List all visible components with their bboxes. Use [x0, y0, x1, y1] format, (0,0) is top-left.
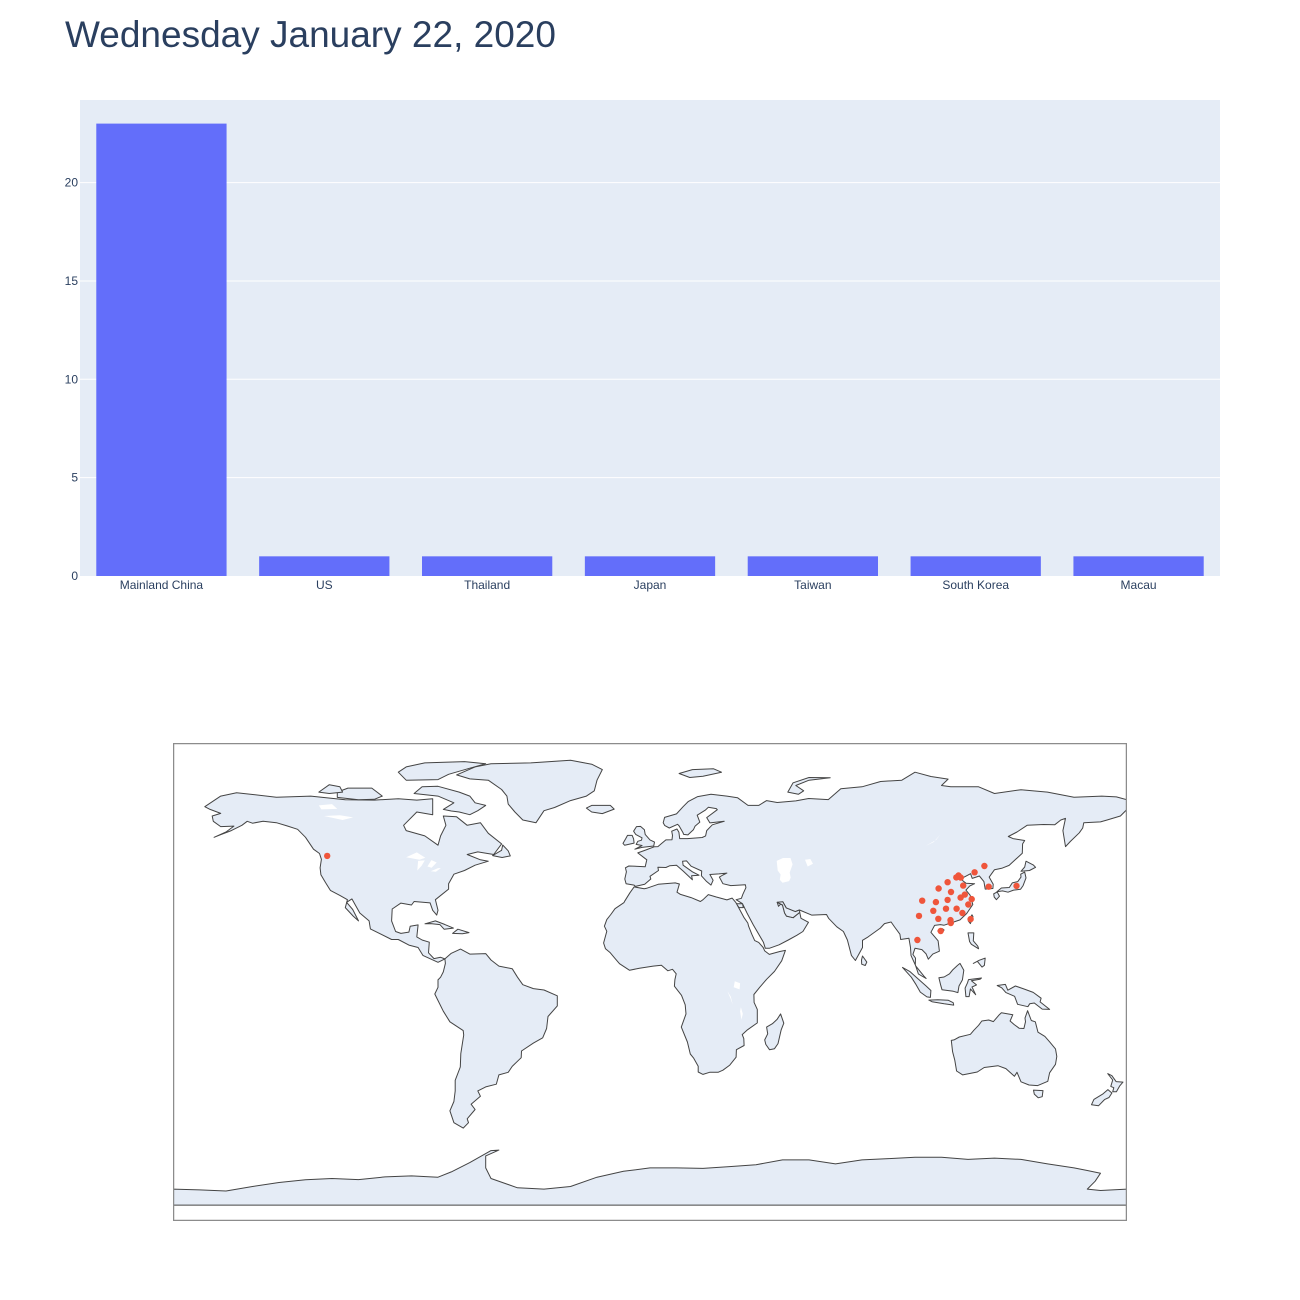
marker-layer: [324, 852, 1020, 944]
case-marker: [935, 885, 942, 892]
lake: [427, 860, 437, 868]
land-australia: [950, 1010, 1058, 1087]
bar-thailand: [422, 556, 553, 576]
case-marker: [942, 905, 950, 912]
land-iceland: [585, 804, 615, 815]
land-great-britain: [633, 825, 655, 850]
land-mindanao: [972, 957, 986, 968]
land-new-zealand-north: [1107, 1073, 1124, 1093]
x-tick-label: Taiwan: [794, 578, 831, 592]
land-svalbard: [678, 768, 722, 778]
land-baffin-island: [413, 785, 487, 816]
lake: [430, 868, 441, 872]
bar-mainland-china: [96, 123, 227, 576]
case-marker: [981, 862, 988, 870]
land-layer: [173, 759, 1127, 1206]
lake: [417, 860, 425, 871]
y-tick-label: 15: [65, 274, 79, 288]
lake: [776, 858, 793, 883]
land-south-america: [434, 948, 558, 1129]
bar-us: [259, 556, 390, 576]
bar-macau: [1073, 556, 1204, 576]
case-marker: [947, 919, 954, 927]
x-tick-label: Mainland China: [120, 578, 204, 592]
land-madagascar: [764, 1013, 785, 1051]
x-tick-label: Japan: [634, 578, 667, 592]
case-marker: [961, 891, 968, 898]
case-marker: [953, 874, 960, 881]
land-sumatra: [902, 966, 932, 998]
case-marker: [935, 915, 942, 922]
land-sulawesi: [964, 977, 982, 998]
lake: [318, 804, 338, 810]
x-tick-label: Thailand: [464, 578, 510, 592]
case-marker: [965, 901, 972, 908]
land-new-guinea: [996, 983, 1051, 1010]
case-marker: [944, 879, 951, 886]
lake: [406, 852, 426, 860]
land-north-america: [204, 792, 503, 963]
case-marker: [953, 905, 960, 912]
x-tick-label: Macau: [1121, 578, 1157, 592]
land-tasmania: [1033, 1089, 1044, 1099]
case-marker: [947, 888, 955, 896]
case-marker: [1013, 882, 1020, 890]
land-newfoundland: [492, 844, 511, 858]
case-marker: [919, 897, 926, 904]
case-marker: [914, 936, 921, 944]
land-new-zealand-south: [1091, 1089, 1113, 1107]
case-marker: [967, 915, 974, 923]
world-map: [173, 743, 1127, 1221]
land-cuba: [424, 920, 454, 930]
case-marker: [971, 869, 978, 876]
lake: [733, 981, 741, 990]
land-greenland: [456, 759, 603, 824]
y-tick-label: 20: [65, 176, 79, 190]
bar-japan: [584, 556, 716, 576]
case-marker: [985, 883, 992, 890]
y-tick-label: 10: [65, 372, 79, 386]
case-marker: [915, 912, 923, 920]
land-luzon: [967, 932, 980, 950]
bar-taiwan: [747, 556, 878, 576]
y-tick-label: 0: [71, 569, 78, 583]
case-marker: [324, 852, 331, 860]
page-title: Wednesday January 22, 2020: [65, 14, 556, 55]
land-ireland: [622, 834, 635, 846]
bar-chart: 0 5 10 15 20 Mainland China US Thailand Japan Tai…: [65, 100, 1220, 592]
x-tick-label: South Korea: [942, 578, 1009, 592]
case-marker: [959, 909, 966, 917]
land-hispaniola: [452, 928, 470, 935]
land-java: [928, 999, 955, 1006]
land-novaya-zemlya: [787, 777, 831, 795]
land-ellesmere-island: [397, 761, 487, 781]
land-antarctica: [173, 1149, 1127, 1206]
lake: [324, 815, 354, 820]
case-marker: [930, 907, 937, 914]
lake: [805, 859, 813, 867]
case-marker: [944, 896, 951, 904]
land-japan-hokkaido: [1020, 860, 1037, 872]
land-arabian-gulf-fill: [776, 901, 801, 919]
land-africa: [603, 882, 786, 1075]
case-marker: [932, 898, 940, 906]
case-marker: [937, 927, 944, 935]
case-marker: [957, 874, 964, 881]
x-tick-label: US: [316, 578, 333, 592]
y-tick-label: 5: [71, 471, 78, 485]
case-marker: [968, 895, 975, 903]
land-sri-lanka: [861, 955, 868, 966]
plot-area: [80, 100, 1220, 576]
land-banks-island: [318, 784, 344, 794]
case-marker: [960, 882, 967, 889]
lake: [740, 1007, 743, 1020]
land-borneo: [938, 962, 965, 994]
bar-south-korea: [910, 556, 1041, 576]
land-japan-kyushu: [993, 891, 1000, 901]
map-frame-border: [173, 743, 1127, 1221]
